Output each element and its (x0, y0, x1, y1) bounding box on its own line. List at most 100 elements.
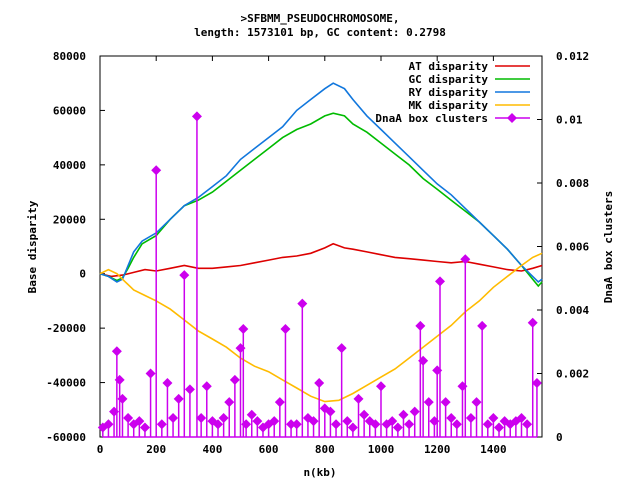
y-tick-label: 60000 (53, 104, 86, 117)
series-line-2 (99, 82, 543, 283)
dnaa-point (191, 111, 202, 122)
dnaa-point (398, 409, 409, 420)
y2-axis-label: DnaA box clusters (602, 191, 615, 304)
dnaa-point (218, 412, 229, 423)
legend-label: RY disparity (409, 86, 489, 99)
dnaa-point (353, 393, 364, 404)
legend-label: GC disparity (409, 73, 489, 86)
y2-tick-label: 0.004 (556, 304, 589, 317)
dnaa-point (331, 419, 342, 430)
dnaa-point (117, 393, 128, 404)
dnaa-point (488, 412, 499, 423)
dnaa-point (325, 406, 336, 417)
series-line-3 (99, 252, 543, 403)
dnaa-point (418, 355, 429, 366)
dnaa-point (173, 393, 184, 404)
y2-tick-label: 0.01 (556, 114, 583, 127)
x-tick-label: 800 (315, 443, 335, 456)
dnaa-point (274, 397, 285, 408)
x-tick-label: 400 (202, 443, 222, 456)
dnaa-point (460, 254, 471, 265)
dnaa-point (516, 412, 527, 423)
dnaa-point (238, 324, 249, 335)
y2-tick-label: 0.006 (556, 241, 589, 254)
dnaa-point (269, 416, 280, 427)
dnaa-point (423, 397, 434, 408)
dnaa-point (297, 298, 308, 309)
y2-tick-label: 0.008 (556, 177, 589, 190)
dnaa-point (286, 419, 297, 430)
y-tick-label: -20000 (46, 322, 86, 335)
dnaa-point (314, 378, 325, 389)
dnaa-point (179, 270, 190, 281)
series-line-0 (99, 242, 543, 278)
y-tick-label: 80000 (53, 50, 86, 63)
dnaa-point (531, 378, 542, 389)
dnaa-point (156, 419, 167, 430)
x-tick-label: 0 (97, 443, 104, 456)
dnaa-point (392, 422, 403, 433)
dnaa-point (196, 412, 207, 423)
dnaa-point (291, 419, 302, 430)
x-tick-label: 1200 (424, 443, 451, 456)
y2-tick-label: 0.002 (556, 368, 589, 381)
dnaa-point (527, 317, 538, 328)
legend-label: AT disparity (409, 60, 489, 73)
y-axis-label: Base disparity (26, 200, 39, 293)
dnaa-point (440, 397, 451, 408)
y-tick-label: 40000 (53, 159, 86, 172)
dnaa-point (494, 422, 505, 433)
dnaa-point (111, 346, 122, 357)
x-tick-label: 600 (259, 443, 279, 456)
dnaa-point (213, 419, 224, 430)
dnaa-point (404, 419, 415, 430)
dnaa-point (201, 381, 212, 392)
dnaa-point (359, 409, 370, 420)
x-tick-label: 1400 (480, 443, 507, 456)
dnaa-point (280, 324, 291, 335)
y-tick-label: 20000 (53, 213, 86, 226)
y-tick-label: 0 (79, 268, 86, 281)
dnaa-point (224, 397, 235, 408)
dnaa-point (123, 412, 134, 423)
y-tick-label: -60000 (46, 431, 86, 444)
dnaa-point (229, 374, 240, 385)
y2-tick-label: 0.012 (556, 50, 589, 63)
dnaa-point (446, 412, 457, 423)
legend-label: MK disparity (409, 99, 489, 112)
dnaa-point (336, 343, 347, 354)
dnaa-point (252, 416, 263, 427)
dnaa-point (246, 409, 257, 420)
legend-label: DnaA box clusters (375, 112, 488, 125)
dnaa-point (465, 412, 476, 423)
axis-ticks: 0 200 400 600 800 1000 1200 1400 -60000 -40000 -20… (46, 50, 589, 456)
dnaa-point (162, 378, 173, 389)
dnaa-point (103, 419, 114, 430)
dnaa-point (151, 165, 162, 176)
dnaa-point (241, 419, 252, 430)
dnaa-clusters (97, 111, 542, 438)
dnaa-point (370, 419, 381, 430)
dnaa-point (471, 397, 482, 408)
dnaa-point (184, 384, 195, 395)
dnaa-point (308, 416, 319, 427)
dnaa-point (139, 422, 150, 433)
legend-diamond (507, 113, 517, 123)
x-tick-label: 1000 (368, 443, 395, 456)
dnaa-point (114, 374, 125, 385)
dnaa-point (477, 320, 488, 331)
dnaa-point (482, 419, 493, 430)
dnaa-point (435, 276, 445, 287)
dnaa-point (347, 422, 358, 433)
dnaa-point (415, 320, 426, 331)
dnaa-point (342, 416, 353, 427)
disparity-lines (99, 82, 543, 403)
x-tick-label: 200 (146, 443, 166, 456)
dnaa-point (522, 419, 533, 430)
dnaa-point (145, 368, 156, 379)
dnaa-point (168, 412, 179, 423)
chart-title-line1: >SFBMM_PSEUDOCHROMOSOME, (241, 12, 400, 25)
dnaa-point (451, 419, 462, 430)
